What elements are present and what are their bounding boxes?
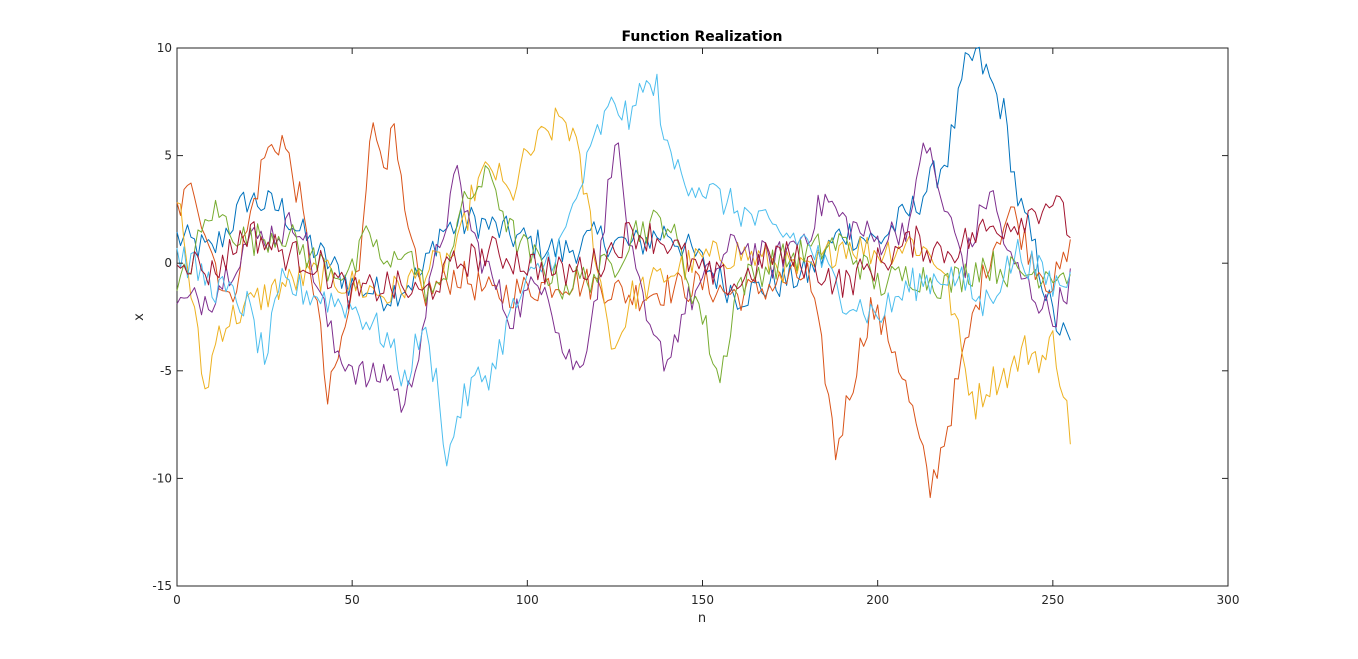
- y-tick-label: 10: [157, 41, 172, 55]
- series-line-4: [176, 142, 1071, 413]
- plot-frame: [176, 47, 1229, 587]
- series-layer: [176, 46, 1071, 499]
- y-tick-label: -10: [152, 471, 172, 485]
- x-tick-label: 50: [345, 593, 360, 607]
- x-tick-label: 150: [691, 593, 714, 607]
- y-axis-label: x: [132, 313, 147, 321]
- y-tick-label: 0: [164, 256, 172, 270]
- x-tick-label: 200: [866, 593, 889, 607]
- y-tick-label: -5: [160, 364, 172, 378]
- series-line-6: [176, 73, 1071, 467]
- y-tick-label: 5: [164, 149, 172, 163]
- x-tick-label: 100: [516, 593, 539, 607]
- series-line-7: [176, 195, 1071, 310]
- x-tick-label: 0: [173, 593, 181, 607]
- plot-area: [176, 46, 1229, 587]
- x-tick-label: 300: [1217, 593, 1240, 607]
- x-axis-label: n: [698, 611, 706, 626]
- x-axis: 0 50 100 150 200 250 300: [173, 48, 1239, 607]
- chart-title: Function Realization: [621, 29, 782, 45]
- x-tick-label: 250: [1041, 593, 1064, 607]
- y-tick-label: -15: [152, 579, 172, 593]
- series-line-2: [176, 122, 1071, 499]
- y-axis: -15 -10 -5 0 5 10: [152, 41, 1228, 593]
